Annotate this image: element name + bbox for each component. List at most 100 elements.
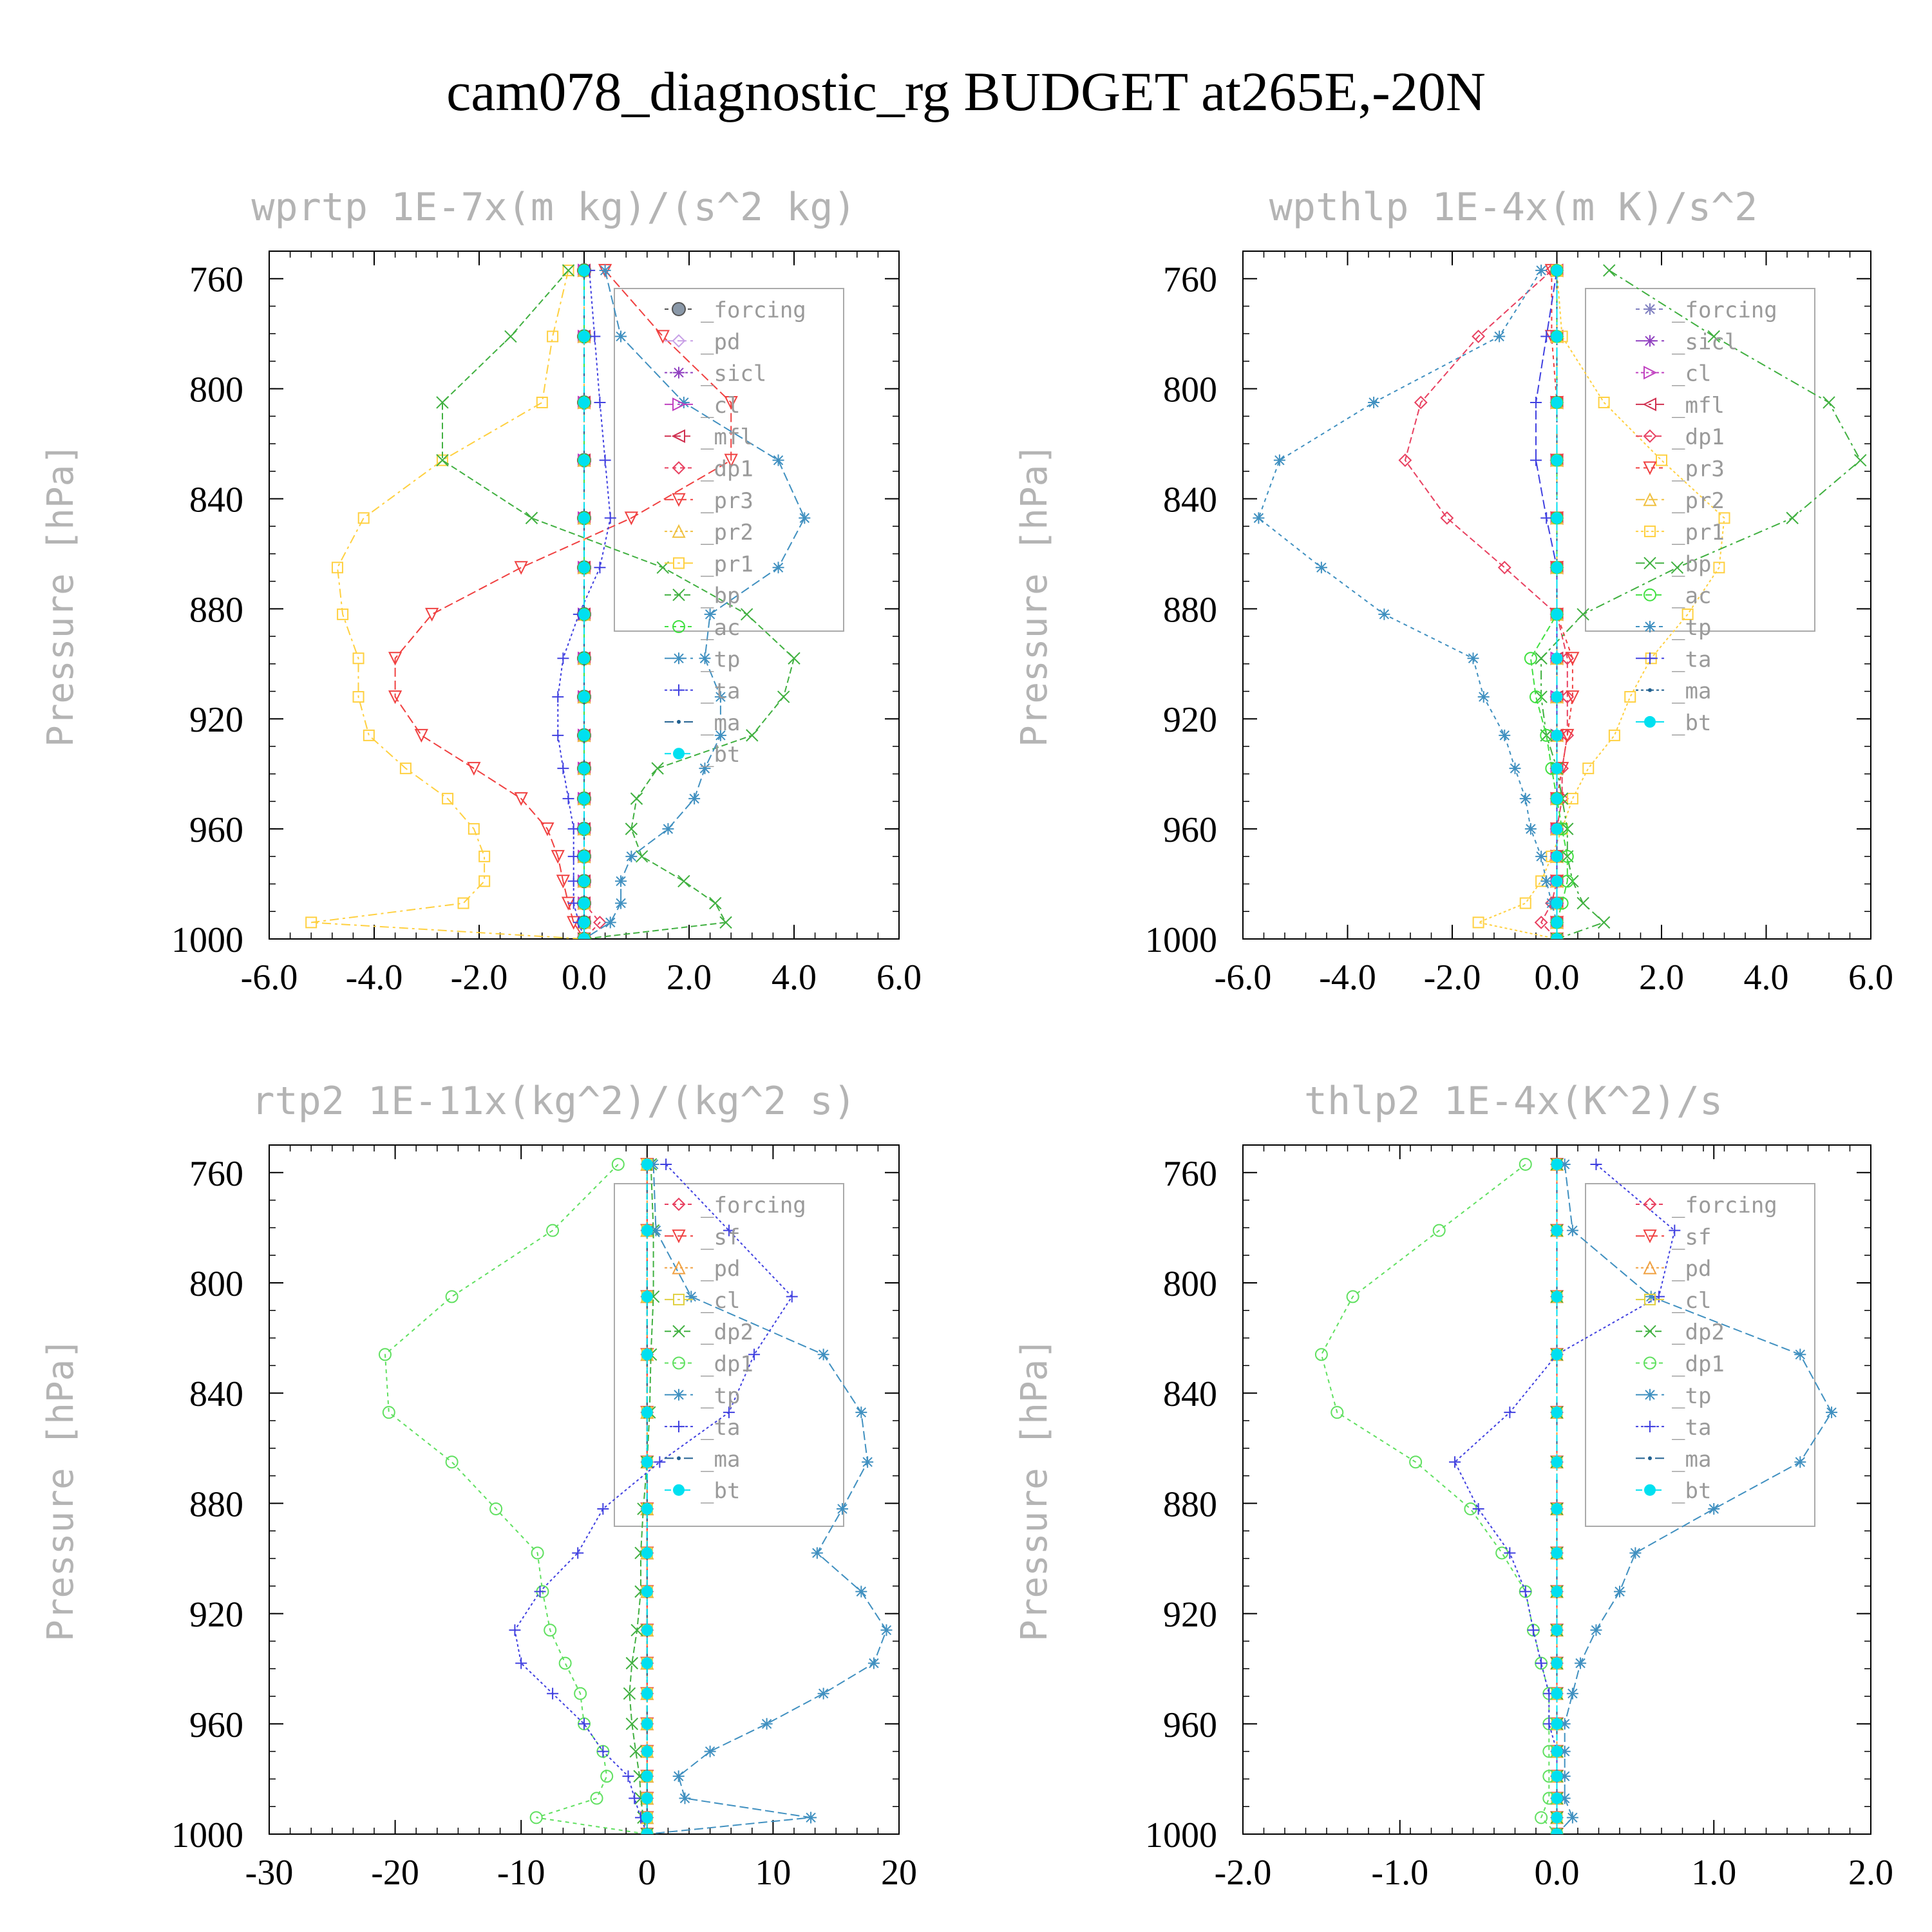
- legend-marker: [672, 302, 686, 316]
- data-point: [1497, 560, 1511, 574]
- data-point: [1540, 330, 1553, 343]
- data-point: [1551, 562, 1563, 574]
- x-tick-label: -2.0: [1424, 958, 1481, 998]
- legend-label: _bt: [1672, 710, 1711, 736]
- x-tick-label: 6.0: [1848, 958, 1893, 998]
- data-point: [578, 454, 590, 466]
- legend-box: [614, 1183, 844, 1527]
- data-point: [805, 1812, 817, 1824]
- x-tick-label: 2.0: [1639, 958, 1684, 998]
- data-point: [562, 793, 574, 805]
- data-point: [641, 1770, 653, 1783]
- data-point: [1645, 1291, 1657, 1303]
- legend-marker: [673, 652, 685, 665]
- data-point: [1551, 1224, 1563, 1236]
- series-layer: [378, 1157, 893, 1834]
- data-point: [1477, 691, 1490, 703]
- data-point: [578, 823, 590, 835]
- data-point: [514, 792, 528, 806]
- data-point: [1449, 1456, 1461, 1468]
- data-point: [1551, 1657, 1563, 1669]
- legend-marker: [1643, 1229, 1657, 1244]
- data-point: [867, 1657, 880, 1669]
- legend-label: _cl: [701, 393, 740, 419]
- y-tick-label: 1000: [171, 1815, 243, 1855]
- data-point: [468, 823, 480, 835]
- data-point: [1566, 690, 1580, 705]
- data-point: [552, 729, 564, 741]
- legend-label: _sicl: [1672, 329, 1738, 355]
- legend-marker: [1648, 688, 1652, 692]
- legend-label: _pr2: [1672, 488, 1725, 514]
- x-tick-label: -4.0: [346, 958, 403, 998]
- data-point: [1535, 850, 1548, 862]
- data-point: [557, 762, 569, 775]
- data-point: [1504, 1406, 1516, 1419]
- data-point: [1560, 728, 1575, 743]
- data-point: [414, 728, 428, 743]
- data-point: [855, 1586, 867, 1598]
- data-point: [836, 1502, 848, 1515]
- data-point: [1530, 454, 1542, 466]
- data-point: [556, 875, 571, 889]
- y-tick-label: 800: [189, 1264, 243, 1304]
- series_pr3: [1544, 263, 1580, 939]
- data-point: [363, 729, 375, 741]
- data-point: [641, 1456, 653, 1468]
- data-point: [786, 1291, 798, 1303]
- data-point: [305, 916, 317, 929]
- y-tick-label: 1000: [171, 920, 243, 960]
- data-point: [641, 1406, 653, 1419]
- data-point: [647, 1158, 659, 1170]
- data-point: [615, 330, 627, 343]
- legend-label: _cl: [701, 1288, 740, 1314]
- legend-label: _bt: [701, 742, 740, 768]
- data-point: [1656, 454, 1667, 466]
- legend-marker: [1643, 492, 1657, 506]
- legend-label: _pr2: [701, 520, 753, 545]
- series-line: [1320, 1164, 1558, 1834]
- data-point: [641, 1158, 653, 1170]
- y-tick-label: 920: [189, 700, 243, 740]
- data-point: [604, 512, 616, 524]
- data-point: [1472, 1502, 1484, 1515]
- x-tick-label: -6.0: [1215, 958, 1272, 998]
- legend-marker: [677, 1456, 681, 1461]
- data-point: [1535, 652, 1548, 665]
- legend-marker: [672, 334, 686, 348]
- x-tick-label: 4.0: [772, 958, 817, 998]
- y-tick-label: 880: [189, 590, 243, 630]
- data-point: [578, 396, 590, 408]
- data-point: [599, 264, 611, 276]
- data-point: [1551, 652, 1563, 665]
- legend-label: _pr3: [701, 488, 753, 514]
- data-point: [578, 512, 590, 524]
- data-point: [1551, 454, 1563, 466]
- data-point: [1378, 608, 1390, 620]
- x-tick-label: -6.0: [241, 958, 298, 998]
- data-point: [1535, 1811, 1548, 1824]
- series-line: [1535, 270, 1558, 939]
- data-point: [699, 762, 711, 775]
- x-tick-label: -4.0: [1319, 958, 1376, 998]
- legend-marker: [673, 684, 685, 696]
- data-point: [600, 1770, 614, 1783]
- data-point: [622, 1770, 634, 1783]
- data-point: [567, 875, 580, 887]
- series_dp1: [1398, 263, 1575, 939]
- series_tp: [578, 264, 811, 939]
- data-point: [1794, 1456, 1806, 1468]
- data-point: [1315, 562, 1327, 574]
- y-tick-label: 760: [1163, 1154, 1217, 1194]
- data-point: [378, 1348, 392, 1361]
- y-tick-label: 760: [1163, 260, 1217, 300]
- data-point: [1551, 897, 1563, 909]
- data-point: [1551, 1547, 1563, 1559]
- data-point: [704, 608, 716, 620]
- data-point: [1671, 561, 1684, 574]
- x-tick-label: -10: [497, 1853, 545, 1893]
- data-point: [1527, 1624, 1539, 1636]
- legend-marker: [1643, 1197, 1657, 1211]
- data-point: [1551, 1406, 1563, 1419]
